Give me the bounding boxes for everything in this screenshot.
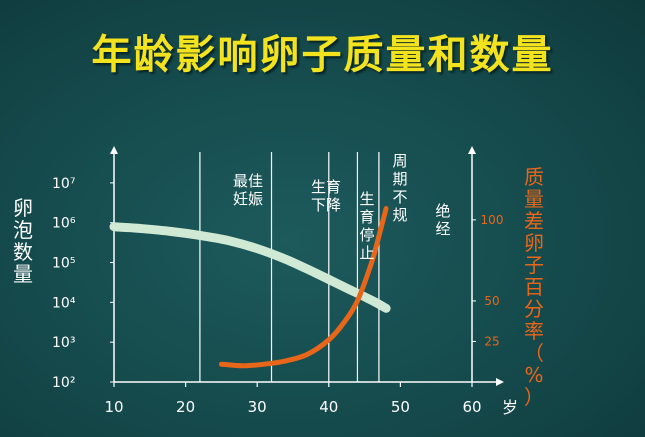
- zone-label-stop: 生育停止: [359, 190, 375, 262]
- zone-label-decline: 生育 下降: [310, 178, 341, 214]
- right-tick-label: 100: [481, 213, 504, 227]
- x-tick-label: 30: [248, 398, 267, 416]
- right-tick-label: 25: [484, 334, 499, 348]
- x-tick-label: 20: [176, 398, 195, 416]
- left-tick-label: 10³: [52, 335, 75, 351]
- right-tick-label: 50: [484, 294, 499, 308]
- zone-label-menopause: 绝经: [435, 202, 451, 238]
- left-axis-label: 卵泡数量: [13, 196, 33, 286]
- follicle-count-line: [109, 222, 391, 313]
- x-tick-label: 40: [319, 398, 338, 416]
- left-axis-arrow: [110, 146, 118, 154]
- poor-quality-percentage-line: [218, 206, 389, 369]
- x-unit-label: 岁: [502, 398, 518, 417]
- left-tick-label: 10⁶: [52, 216, 76, 232]
- x-tick-label: 60: [462, 398, 481, 416]
- chart-title: 年龄影响卵子质量和数量: [91, 32, 554, 78]
- left-tick-label: 10²: [52, 375, 75, 391]
- x-tick-label: 10: [104, 398, 123, 416]
- left-tick-label: 10⁵: [52, 256, 75, 272]
- zone-label-optimal: 最佳 妊娠: [232, 172, 263, 208]
- x-tick-label: 50: [391, 398, 410, 416]
- x-axis-arrow: [496, 378, 504, 386]
- left-tick-label: 10⁷: [52, 176, 75, 192]
- left-tick-label: 10⁴: [52, 295, 76, 311]
- right-axis-arrow: [468, 146, 476, 154]
- right-axis-label: 质量差卵子百分率（%）: [524, 165, 544, 409]
- zone-label-irregular: 周期不规: [392, 152, 408, 224]
